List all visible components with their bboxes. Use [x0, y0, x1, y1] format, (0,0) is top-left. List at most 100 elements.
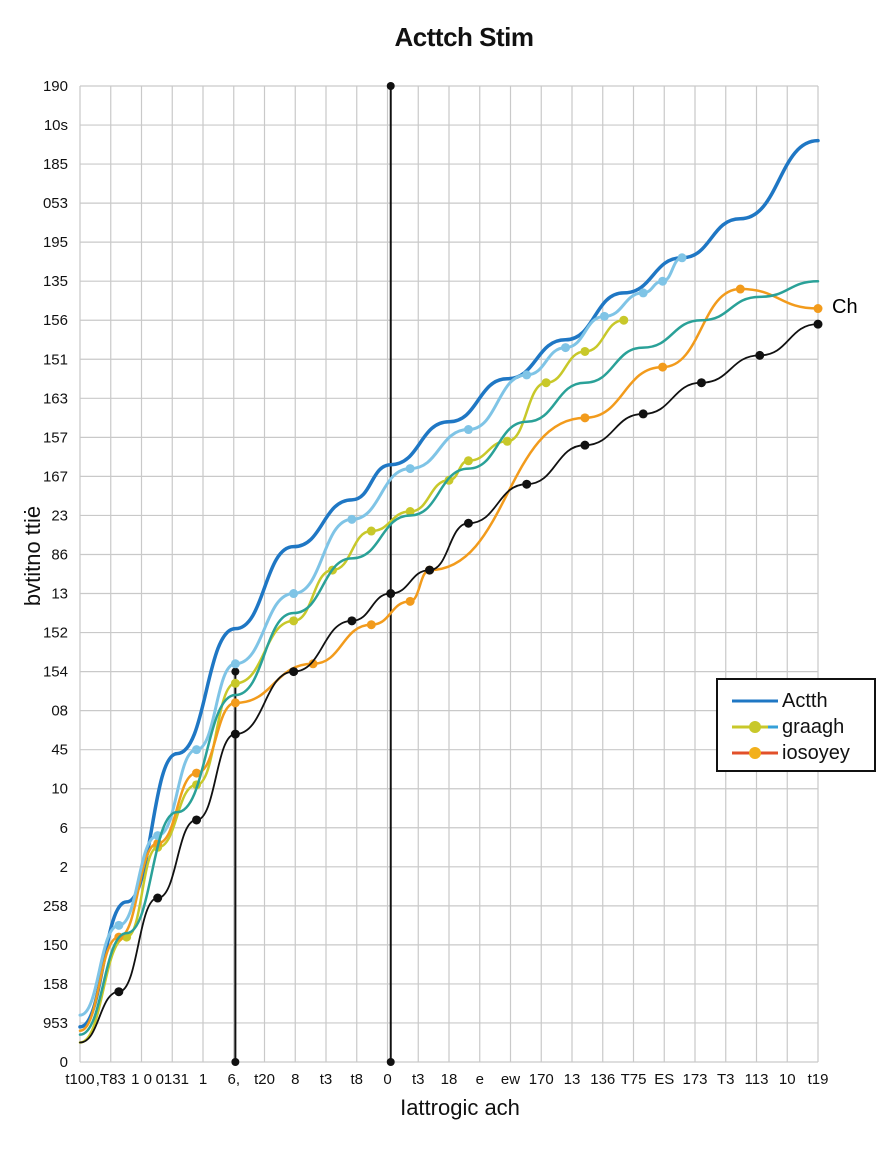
grid-lines — [79, 85, 819, 1063]
series-point — [230, 659, 240, 669]
x-tick-label: 8 — [291, 1071, 299, 1088]
x-axis-label: Iattrogic ach — [400, 1095, 520, 1120]
y-tick-label: 195 — [43, 234, 68, 251]
x-tick-label: ew — [501, 1071, 520, 1088]
series-point — [561, 343, 571, 353]
y-tick-label: 6 — [60, 820, 68, 837]
y-tick-label: 258 — [43, 898, 68, 915]
y-tick-label: 152 — [43, 625, 68, 642]
series-point — [735, 284, 745, 294]
series-point — [230, 729, 240, 739]
series-point — [405, 464, 415, 474]
x-tick-label: T3 — [717, 1071, 735, 1088]
x-tick-label: 10 — [779, 1071, 796, 1088]
y-tick-label: 2 — [60, 859, 68, 876]
series-point — [658, 362, 668, 372]
series-point — [366, 526, 376, 536]
series-point — [599, 311, 609, 321]
series-point — [580, 346, 590, 356]
y-tick-label: 10s — [44, 117, 68, 134]
legend-label: Actth — [782, 690, 828, 712]
x-tick-label: t100 — [65, 1071, 94, 1088]
x-tick-labels: t100 ,T83 1 0 0131 1 6, t20 8 t3 t8 0 t3 18 e ew 170 13 1… — [65, 1071, 828, 1088]
y-tick-label: 151 — [43, 351, 68, 368]
chart-annotation: Ch — [832, 296, 858, 318]
series-point — [289, 616, 299, 626]
vertical-marker-dot — [386, 82, 395, 90]
series-point — [638, 288, 648, 298]
series-point — [289, 667, 299, 677]
x-tick-label: 136 — [590, 1071, 615, 1088]
y-tick-label: 0 — [60, 1054, 68, 1071]
chart-title: Acttch Stim — [394, 22, 534, 52]
series-line — [79, 323, 819, 1044]
series-point — [114, 987, 124, 997]
y-tick-label: 13 — [51, 586, 68, 603]
series-line — [78, 318, 626, 1044]
series-point — [405, 596, 415, 606]
y-tick-labels: 190 10s 185 053 195 135 156 151 163 157 167 23 86 13 1… — [43, 78, 68, 1071]
y-axis-label: bvtitno ttiė — [20, 506, 45, 606]
y-tick-label: 08 — [51, 703, 68, 720]
x-tick-label: 18 — [441, 1071, 458, 1088]
series-point — [463, 425, 473, 435]
y-tick-label: 158 — [43, 976, 68, 993]
x-tick-label: t8 — [350, 1071, 363, 1088]
x-tick-label: e — [476, 1071, 484, 1088]
series-point — [541, 378, 551, 388]
series-point — [366, 620, 376, 630]
series-point — [463, 456, 473, 466]
x-tick-label: 0 — [383, 1071, 391, 1088]
x-tick-label: 170 — [529, 1071, 554, 1088]
x-tick-label: 13 — [564, 1071, 581, 1088]
legend-item: Actth — [728, 688, 876, 714]
y-tick-label: 163 — [43, 390, 68, 407]
series-point — [813, 304, 823, 314]
x-tick-label: ES — [654, 1071, 674, 1088]
series-point — [638, 409, 648, 419]
legend: Actth graagh iosoyey — [716, 678, 876, 772]
y-tick-label: 135 — [43, 273, 68, 290]
series-point — [502, 436, 512, 446]
series-point — [580, 440, 590, 450]
vertical-marker-dot — [231, 1058, 240, 1066]
y-tick-label: 953 — [43, 1015, 68, 1032]
x-tick-label: 0131 — [156, 1071, 189, 1088]
series-point — [658, 276, 668, 286]
y-tick-label: 154 — [43, 664, 68, 681]
y-tick-label: 23 — [51, 507, 68, 524]
x-tick-label: 1 0 — [131, 1071, 152, 1088]
series-point — [347, 514, 357, 524]
y-tick-label: 157 — [43, 429, 68, 446]
legend-item: graagh — [728, 714, 876, 740]
series-point — [755, 350, 765, 360]
y-tick-label: 190 — [43, 78, 68, 95]
x-tick-label: t20 — [254, 1071, 275, 1088]
series-point — [230, 698, 240, 708]
vertical-markers — [231, 82, 395, 1066]
x-tick-label: t3 — [412, 1071, 425, 1088]
x-tick-label: 1 — [199, 1071, 207, 1088]
series-point — [677, 253, 687, 263]
series-point — [580, 413, 590, 423]
y-tick-label: 185 — [43, 156, 68, 173]
series-point — [192, 745, 202, 755]
series-line — [78, 279, 820, 1036]
y-tick-label: 45 — [51, 742, 68, 759]
legend-label: iosoyey — [782, 742, 850, 764]
y-tick-label: 10 — [51, 781, 68, 798]
series-point — [308, 659, 318, 669]
legend-item: iosoyey — [728, 740, 876, 766]
series-point — [813, 319, 823, 329]
series-point — [289, 589, 299, 599]
series-point — [696, 378, 706, 388]
x-tick-label: 6, — [227, 1071, 240, 1088]
series-point — [114, 920, 124, 930]
series-point — [192, 815, 202, 825]
series-point — [153, 893, 163, 903]
series-point — [347, 616, 357, 626]
y-tick-label: 167 — [43, 468, 68, 485]
series-point — [230, 678, 240, 688]
x-tick-label: 113 — [745, 1071, 769, 1088]
